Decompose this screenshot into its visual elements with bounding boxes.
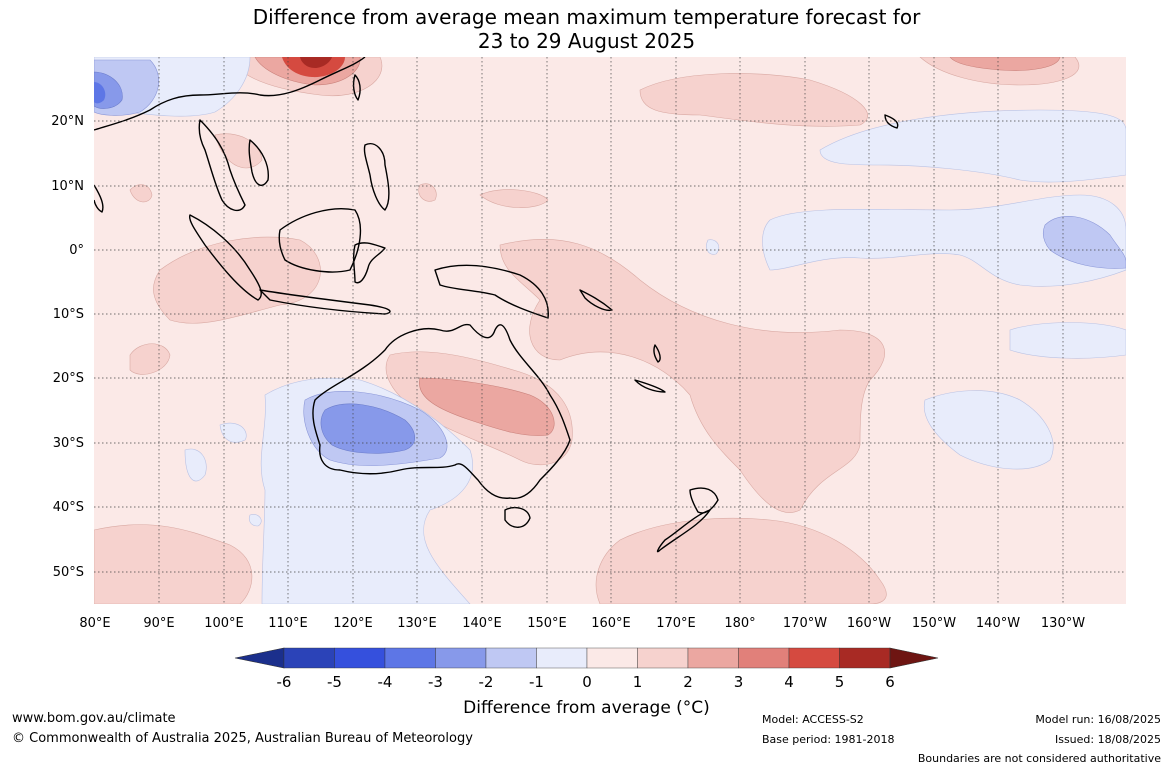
lat-label: 20°N: [51, 114, 84, 129]
colorbar-segment: [334, 647, 386, 669]
lon-label: 170°W: [783, 616, 827, 631]
colorbar-segment: [485, 647, 537, 669]
colorbar-segment: [687, 647, 739, 669]
colorbar-tick: 4: [784, 673, 794, 691]
lat-label: 30°S: [53, 436, 84, 451]
colorbar-tick: 0: [582, 673, 592, 691]
anomaly-4-to-6: [282, 57, 345, 78]
lon-label: 80°E: [79, 616, 110, 631]
colorbar-segment: [839, 647, 891, 669]
colorbar-tick: -3: [428, 673, 443, 691]
colorbar-tick: 3: [734, 673, 744, 691]
copyright-notice: © Commonwealth of Australia 2025, Austra…: [12, 731, 473, 746]
lat-label: 20°S: [53, 371, 84, 386]
colorbar-segment: [788, 647, 840, 669]
lon-label: 110°E: [268, 616, 308, 631]
colorbar-segment: [384, 647, 436, 669]
model-run-date: Model run: 16/08/2025: [1035, 713, 1161, 726]
lat-label: 40°S: [53, 500, 84, 515]
boundary-disclaimer: Boundaries are not considered authoritat…: [917, 752, 1161, 765]
lon-label: 150°W: [912, 616, 956, 631]
map-title-line-2: 23 to 29 August 2025: [477, 29, 696, 53]
colorbar-segment: [637, 647, 689, 669]
colorbar-tick: 5: [835, 673, 845, 691]
lat-label: 10°S: [53, 307, 84, 322]
lon-label: 90°E: [143, 616, 174, 631]
longitude-labels: 80°E 90°E 100°E 110°E 120°E 130°E 140°E …: [79, 616, 1085, 631]
lon-label: 130°E: [397, 616, 437, 631]
lon-label: 140°W: [976, 616, 1020, 631]
colorbar-segment: [536, 647, 588, 669]
colorbar-tick: 1: [633, 673, 643, 691]
colorbar-tick: -1: [529, 673, 544, 691]
lon-label: 180°: [724, 616, 755, 631]
colorbar-tick: 6: [885, 673, 895, 691]
model-name: Model: ACCESS-S2: [762, 713, 864, 726]
colorbar-ticks: -6 -5 -4 -3 -2 -1 0 1 2 3 4 5 6: [277, 673, 895, 691]
colorbar-title: Difference from average (°C): [463, 698, 710, 718]
colorbar-tick: -6: [277, 673, 292, 691]
colorbar-segment: [435, 647, 487, 669]
colorbar-tick: -2: [479, 673, 494, 691]
lon-label: 160°E: [591, 616, 631, 631]
lon-label: 140°E: [462, 616, 502, 631]
anomaly-field: [94, 57, 1126, 604]
colorbar: [234, 647, 939, 669]
website-url: www.bom.gov.au/climate: [12, 711, 176, 726]
lon-label: 170°E: [656, 616, 696, 631]
lat-label: 0°: [69, 243, 84, 258]
lon-label: 150°E: [527, 616, 567, 631]
lon-label: 120°E: [333, 616, 373, 631]
graticule: [94, 57, 1126, 604]
colorbar-extend-low: [234, 647, 285, 669]
lat-label: 10°N: [51, 179, 84, 194]
colorbar-tick: -5: [327, 673, 342, 691]
colorbar-segment: [283, 647, 335, 669]
issued-date: Issued: 18/08/2025: [1054, 733, 1161, 746]
coastlines: [94, 57, 899, 553]
lat-label: 50°S: [53, 565, 84, 580]
base-period: Base period: 1981-2018: [762, 733, 895, 746]
colorbar-tick: 2: [683, 673, 693, 691]
map-title-line-1: Difference from average mean maximum tem…: [252, 5, 921, 29]
lon-label: 160°W: [847, 616, 891, 631]
colorbar-segment: [738, 647, 790, 669]
colorbar-extend-high: [889, 647, 939, 669]
lon-label: 130°W: [1041, 616, 1085, 631]
latitude-labels: 20°N 10°N 0° 10°S 20°S 30°S 40°S 50°S: [51, 114, 84, 580]
colorbar-tick: -4: [378, 673, 393, 691]
anomaly-minus4-to-minus3: [94, 82, 106, 104]
colorbar-segment: [586, 647, 638, 669]
lon-label: 100°E: [204, 616, 244, 631]
